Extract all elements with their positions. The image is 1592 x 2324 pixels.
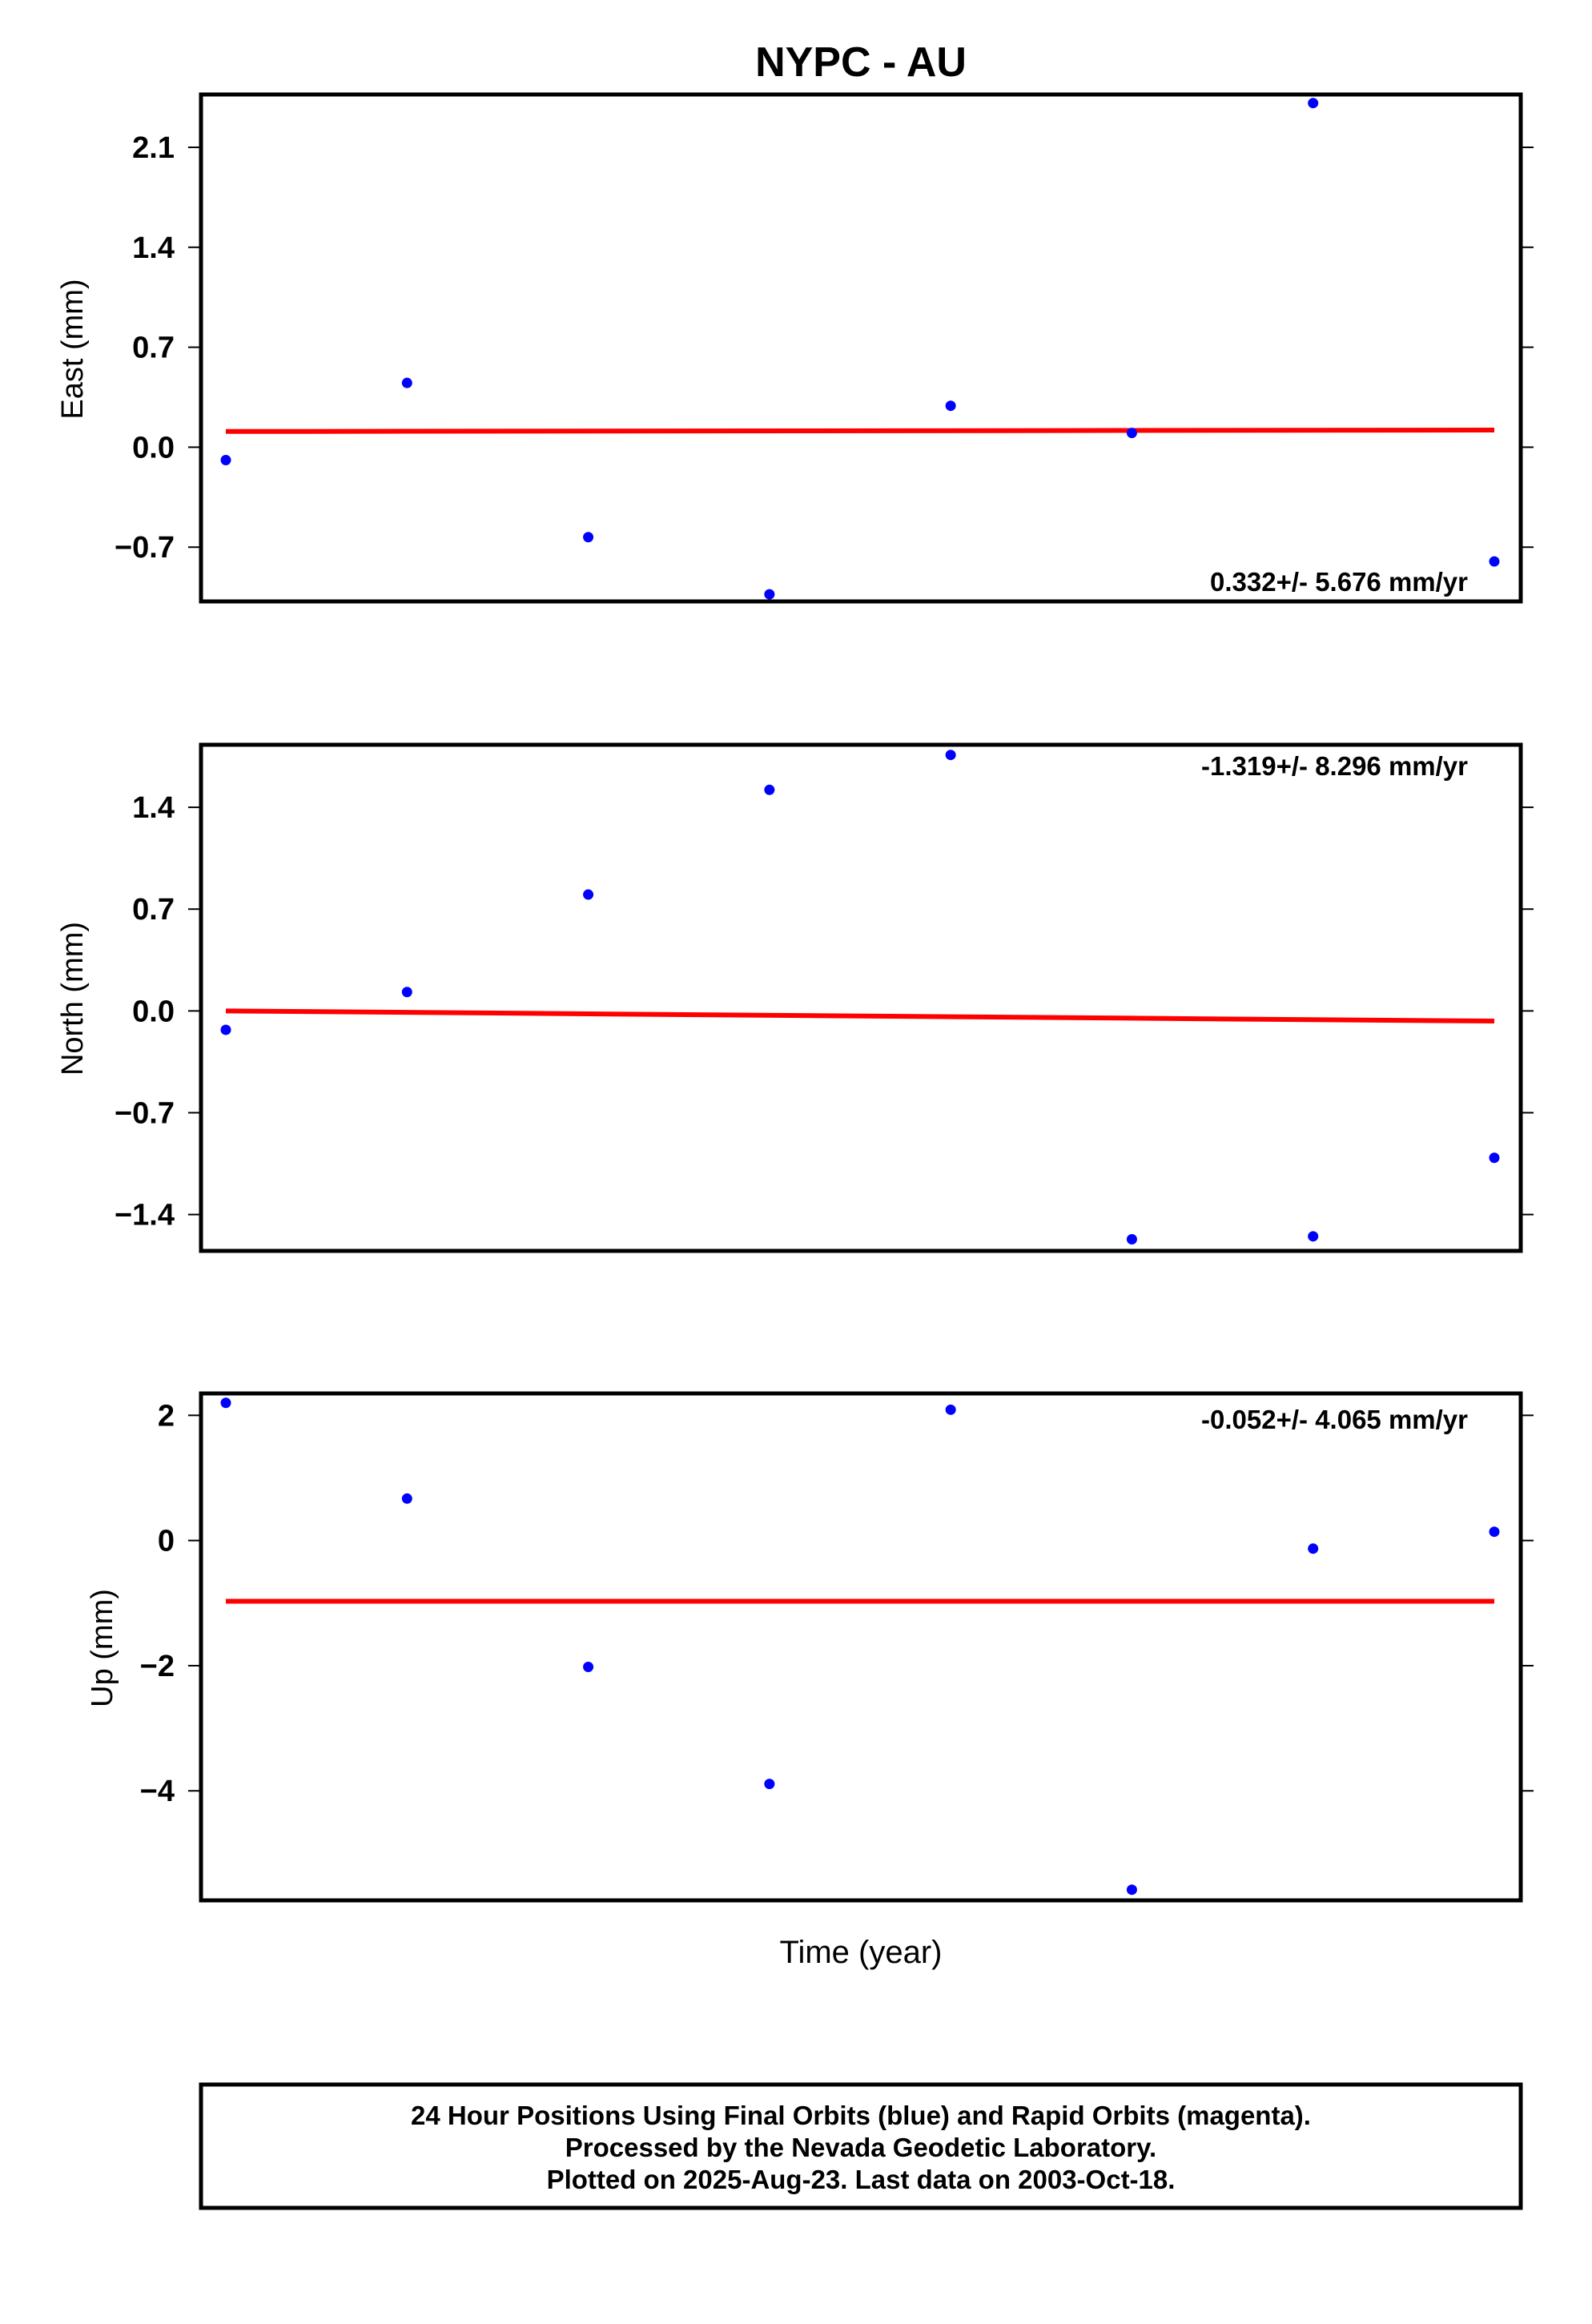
up-axis-label: Up (mm) [86,1589,119,1707]
east-frame [199,92,1523,604]
north-tick-label: −0.7 [115,1096,175,1130]
north-axis-label: North (mm) [56,922,90,1076]
east-data-point [764,589,775,600]
north-data-point [764,784,775,795]
up-data-point [1308,1543,1319,1554]
footer-line-2: Processed by the Nevada Geodetic Laborat… [565,2133,1156,2162]
east-data-point [1308,98,1319,109]
north-data-point [945,750,956,761]
up-data-point [583,1662,594,1673]
up-rate-label: -0.052+/- 4.065 mm/yr [1201,1405,1468,1434]
east-data-point [401,377,412,388]
up-tick-label: −4 [140,1775,175,1808]
up-tick-label: 2 [158,1399,175,1433]
north-data-point [1489,1152,1500,1164]
footer-line-1: 24 Hour Positions Using Final Orbits (bl… [411,2101,1311,2130]
north-tick-label: 0.0 [132,995,175,1028]
up-data-point [401,1493,412,1504]
up-frame [199,1391,1523,1903]
up-data-point [945,1404,956,1415]
chart-title: NYPC - AU [755,39,967,86]
east-data-point [1489,556,1500,567]
up-data-point [764,1779,775,1790]
up-tick-label: −2 [140,1650,175,1683]
up-data-point [1489,1526,1500,1538]
east-tick-label: 0.7 [132,332,175,365]
north-frame [199,742,1523,1253]
north-trend-line [225,1008,1495,1024]
east-tick-label: 0.0 [132,431,175,464]
north-data-point [583,889,594,900]
north-data-point [1308,1231,1319,1242]
east-data-point [1126,428,1137,439]
footer-box [199,2082,1523,2210]
north-tick-label: 0.7 [132,893,175,927]
north-data-point [1126,1233,1137,1244]
up-panel: Up (mm) -0.052+/- 4.065 mm/yr 2 0 −2 −4 [86,1391,1534,1903]
footer-line-3: Plotted on 2025-Aug-23. Last data on 200… [547,2165,1176,2194]
up-data-point [1126,1884,1137,1896]
north-rate-label: -1.319+/- 8.296 mm/yr [1201,751,1468,781]
east-tick-label: 1.4 [132,231,175,265]
north-tick-label: 1.4 [132,791,175,825]
up-tick-label: 0 [158,1525,175,1558]
east-panel: East (mm) 0.332+/- 5.676 mm/yr 2.1 1.4 0.7… [56,92,1534,604]
east-data-point [945,400,956,412]
east-tick-label: −0.7 [115,531,175,565]
north-data-point [401,987,412,998]
north-tick-label: −1.4 [115,1199,175,1232]
east-data-point [583,532,594,543]
east-tick-label: 2.1 [132,131,175,165]
east-trend-line [225,428,1495,434]
east-axis-label: East (mm) [56,279,90,419]
east-data-point [220,454,231,465]
x-axis-label: Time (year) [780,1935,943,1970]
east-rate-label: 0.332+/- 5.676 mm/yr [1210,567,1468,597]
up-data-point [220,1397,231,1409]
north-data-point [220,1024,231,1035]
north-panel: North (mm) -1.319+/- 8.296 mm/yr 1.4 0.7 0… [56,742,1534,1253]
